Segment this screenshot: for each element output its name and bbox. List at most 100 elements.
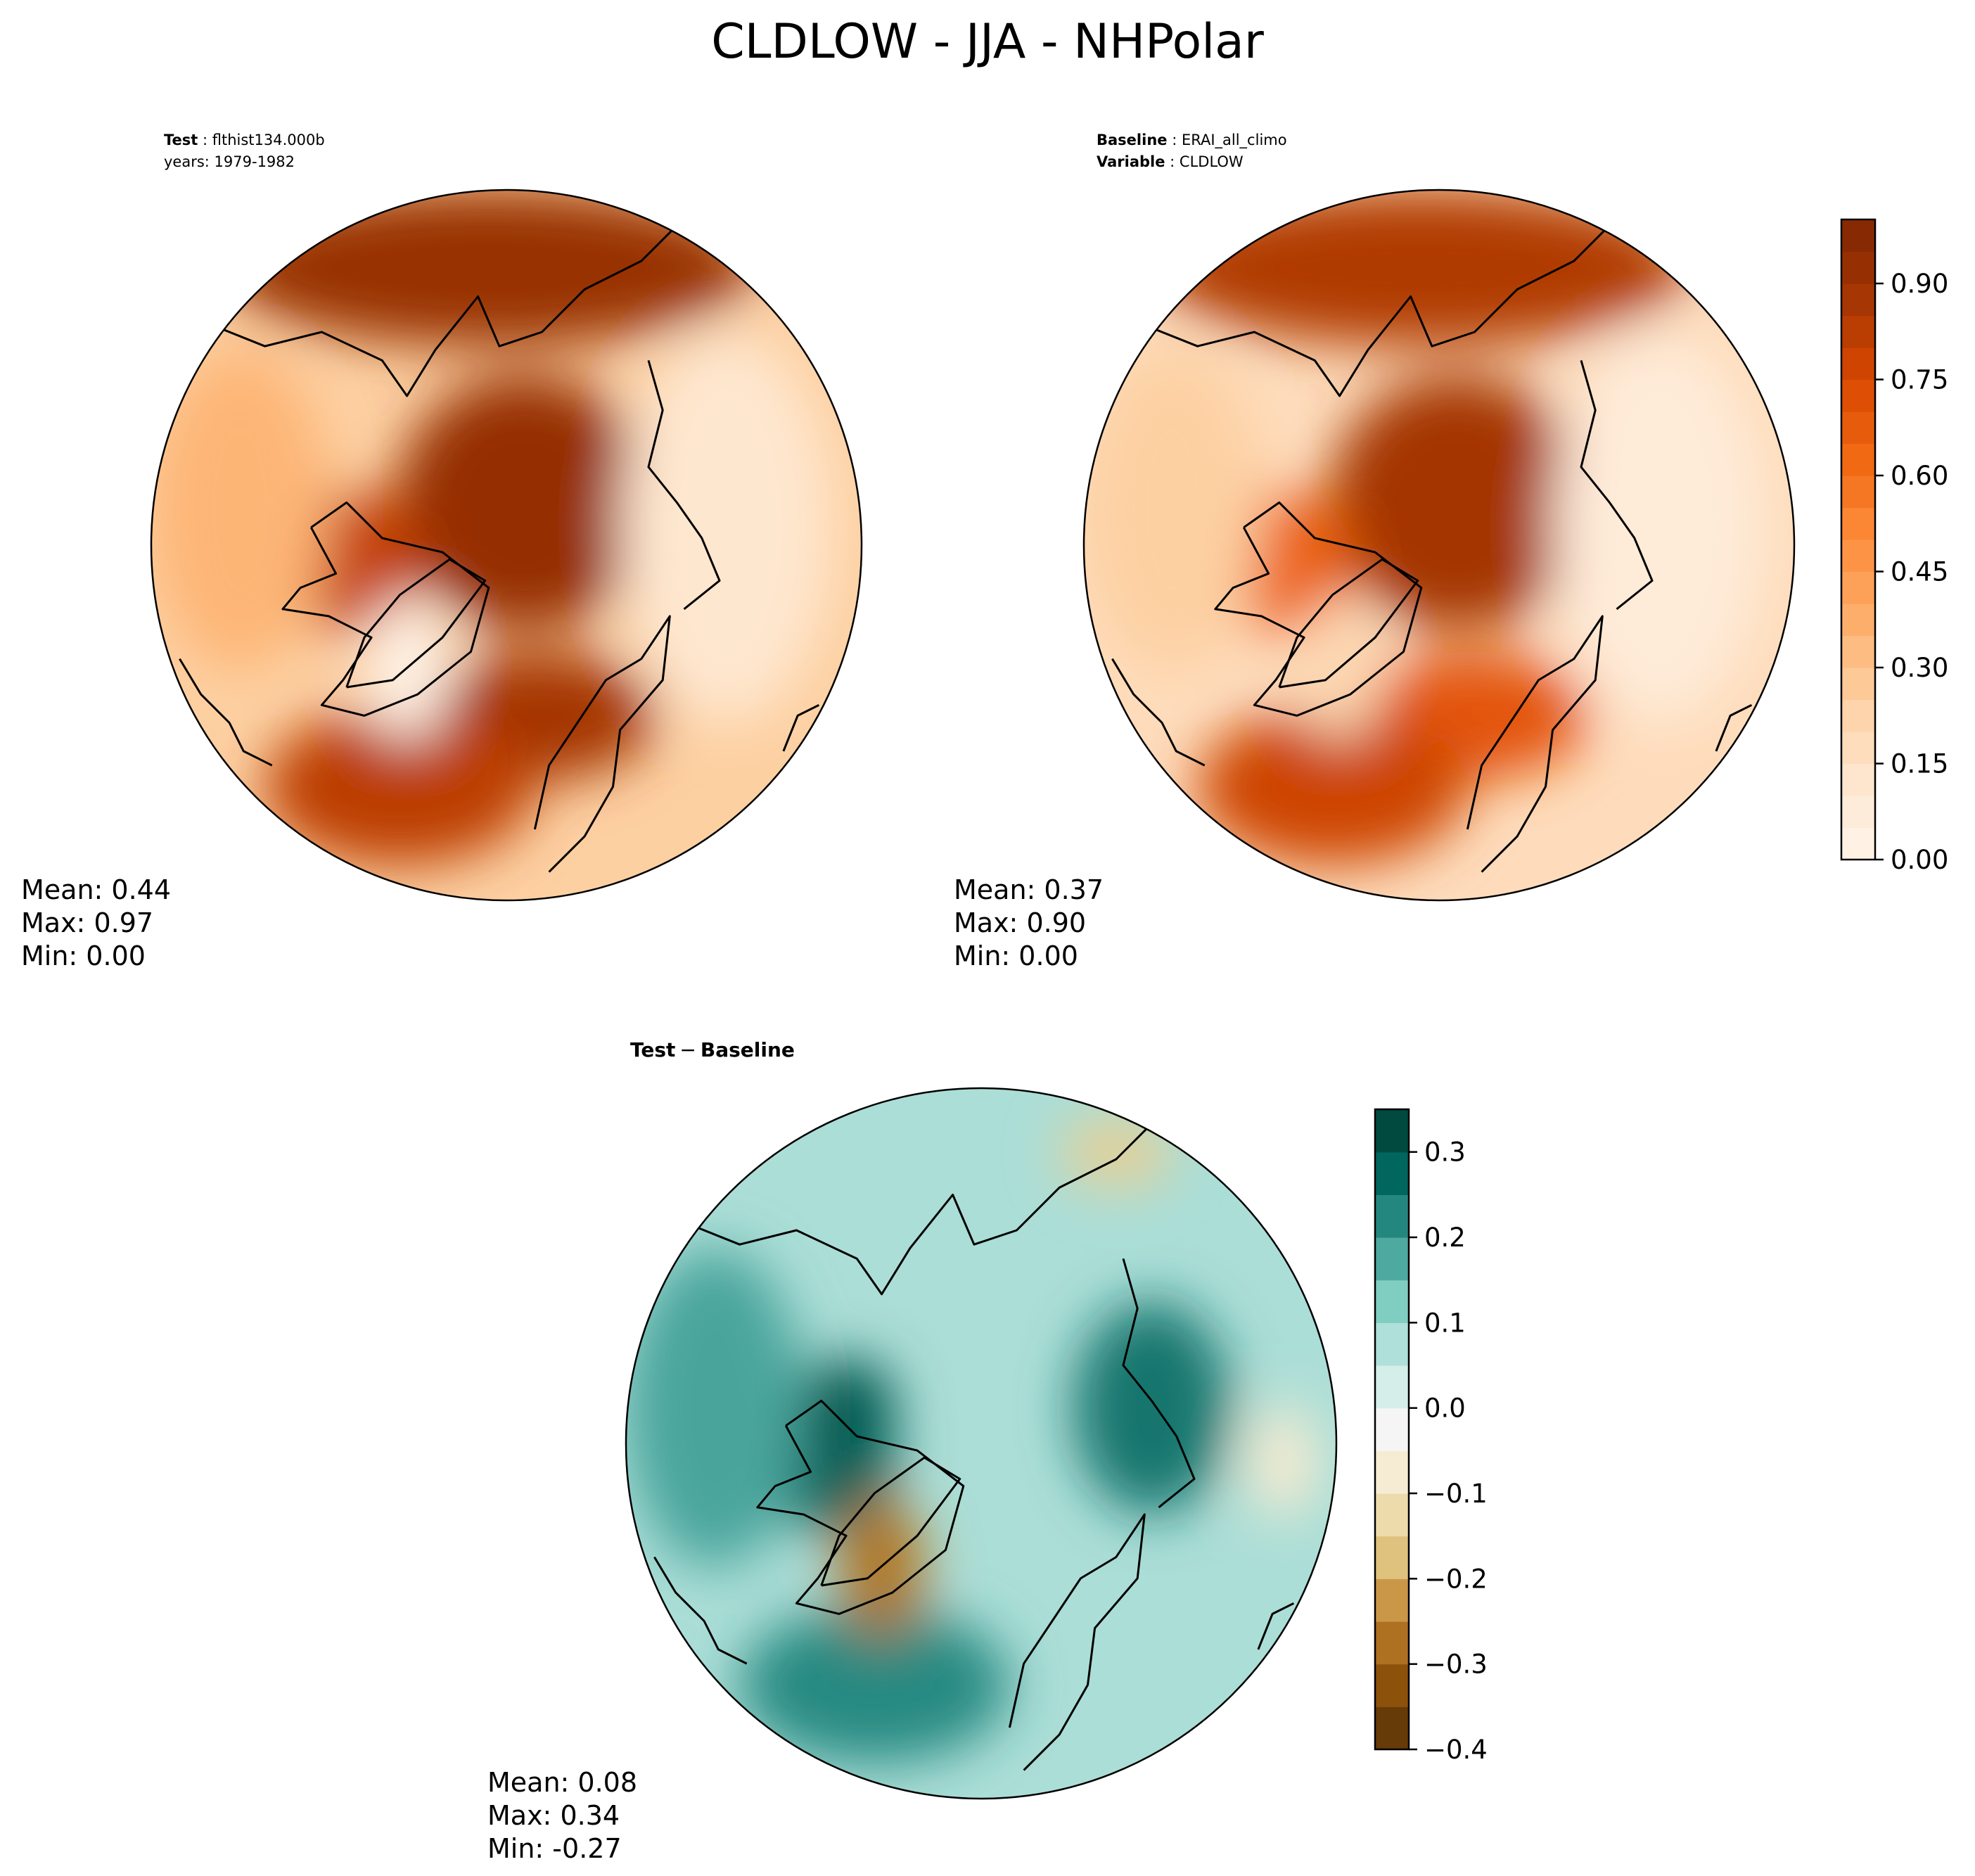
test-panel-header-line-1: Test : flthist134.000b xyxy=(164,132,325,148)
colorbar-tick-label: 0.1 xyxy=(1424,1308,1466,1338)
coastline-4 xyxy=(1122,1258,1196,1509)
field-region-north-atlantic xyxy=(739,1607,1010,1763)
baseline-header-colon: : xyxy=(1168,132,1182,148)
difference-map-field xyxy=(626,1116,1319,1763)
coastline-5 xyxy=(653,1556,748,1665)
field-region-siberia xyxy=(1552,332,1766,723)
field-region-arctic-ocean xyxy=(396,374,653,631)
difference-map-coastlines xyxy=(653,1116,1295,1771)
field-region-north-america xyxy=(626,1248,804,1568)
test-panel-header-line-2: years: 1979-1982 xyxy=(164,153,295,170)
colorbar-segment xyxy=(1841,668,1875,701)
baseline-panel-header-line-2: Variable : CLDLOW xyxy=(1097,153,1244,170)
coastline-0 xyxy=(1144,217,1618,397)
difference-stat-max: Max: 0.34 xyxy=(487,1800,620,1831)
coastline-2 xyxy=(820,1456,961,1587)
colorbar-segment xyxy=(1841,827,1875,860)
coastline-0 xyxy=(211,217,685,397)
coastline-4 xyxy=(1580,359,1654,611)
coastline-3 xyxy=(1008,1513,1146,1771)
coastline-4 xyxy=(647,359,721,611)
colorbar-segment xyxy=(1375,1408,1409,1451)
variable-header-label: Variable xyxy=(1097,153,1165,170)
colorbar-segment xyxy=(1841,571,1875,604)
colorbar-segment xyxy=(1841,283,1875,317)
colorbar-segment xyxy=(1841,507,1875,540)
test-header-colon: : xyxy=(198,132,212,148)
difference-panel: Test − Baseline −0.4 −0.3 −0.2 −0.1 0.0 0.1 0.2 0… xyxy=(487,1038,1488,1864)
difference-panel-header: Test − Baseline xyxy=(630,1038,795,1061)
field-region-canadian-archipelago xyxy=(796,1358,896,1458)
colorbar-tick-label: −0.2 xyxy=(1424,1564,1488,1594)
difference-map xyxy=(625,1087,1338,1800)
coastline-6 xyxy=(1257,1602,1295,1650)
colorbar-segment xyxy=(1375,1706,1409,1750)
colorbar-tick-label: 0.0 xyxy=(1424,1393,1466,1424)
colorbar-segment xyxy=(1841,443,1875,476)
colorbar-tick-label: −0.1 xyxy=(1424,1479,1488,1509)
coastline-0 xyxy=(686,1116,1160,1296)
baseline-stat-max: Max: 0.90 xyxy=(954,907,1086,938)
test-stat-min: Min: 0.00 xyxy=(21,940,146,971)
colorbar-tick-label: 0.75 xyxy=(1891,365,1948,395)
colorbar-segment xyxy=(1375,1322,1409,1366)
test-map xyxy=(150,189,863,902)
colorbar-tick-label: 0.60 xyxy=(1891,461,1948,491)
coastline-5 xyxy=(179,658,273,767)
figure-title: CLDLOW - JJA - NHPolar xyxy=(711,14,1264,70)
coastline-6 xyxy=(782,703,820,752)
test-stat-mean: Mean: 0.44 xyxy=(21,874,171,905)
colorbar-segment xyxy=(1841,379,1875,412)
coastline-2 xyxy=(1278,558,1419,689)
field-region-arctic-ocean xyxy=(1329,374,1585,631)
colorbar-segment xyxy=(1375,1621,1409,1665)
baseline-stat-min: Min: 0.00 xyxy=(954,940,1078,971)
cloud-fraction-colorbar: 0.00 0.15 0.30 0.45 0.60 0.75 0.90 xyxy=(1840,218,1948,875)
coastline-2 xyxy=(345,558,487,689)
colorbar-segment xyxy=(1841,763,1875,796)
difference-map-boundary xyxy=(625,1087,1338,1800)
test-panel: Test : flthist134.000b years: 1979-1982 … xyxy=(21,132,863,971)
variable-header-colon: : xyxy=(1165,153,1179,170)
colorbar-segment xyxy=(1375,1536,1409,1579)
baseline-panel-header-line-1: Baseline : ERAI_all_climo xyxy=(1097,132,1287,149)
colorbar-segment xyxy=(1375,1237,1409,1281)
colorbar-segment xyxy=(1375,1493,1409,1537)
coastline-6 xyxy=(1715,703,1753,752)
colorbar-segment xyxy=(1841,411,1875,445)
coastline-1 xyxy=(756,1399,965,1615)
colorbar-segment xyxy=(1375,1664,1409,1707)
difference-header-baseline: Baseline xyxy=(701,1038,795,1061)
colorbar-segment xyxy=(1841,732,1875,765)
field-region-siberia xyxy=(620,332,833,723)
test-map-boundary xyxy=(150,189,863,902)
difference-stat-mean: Mean: 0.08 xyxy=(487,1767,637,1798)
test-map-coastlines xyxy=(179,217,820,873)
field-region-north-pacific xyxy=(222,190,755,347)
baseline-header-label: Baseline xyxy=(1097,132,1168,148)
field-region-north-atlantic xyxy=(264,708,535,865)
colorbar-segment xyxy=(1375,1109,1409,1153)
colorbar-segment xyxy=(1841,476,1875,509)
baseline-map xyxy=(1082,189,1796,902)
test-header-value: flthist134.000b xyxy=(212,132,325,148)
field-region-east-siberia xyxy=(1073,1301,1230,1514)
baseline-panel: Baseline : ERAI_all_climo Variable : CLD… xyxy=(954,132,1948,971)
colorbar-tick-label: −0.3 xyxy=(1424,1650,1488,1680)
colorbar-tick-label: −0.4 xyxy=(1424,1735,1488,1765)
colorbar-segment xyxy=(1375,1151,1409,1195)
field-region-north-atlantic xyxy=(1197,708,1468,865)
colorbar-segment xyxy=(1841,796,1875,829)
test-stat-max: Max: 0.97 xyxy=(21,907,153,938)
colorbar-segment xyxy=(1375,1365,1409,1409)
colorbar-tick-label: 0.3 xyxy=(1424,1137,1466,1168)
field-region-kamchatka xyxy=(1059,1116,1173,1188)
baseline-header-value: ERAI_all_climo xyxy=(1182,132,1287,149)
colorbar-segment xyxy=(1841,251,1875,284)
colorbar-frame xyxy=(1374,1108,1410,1751)
colorbar-tick-label: 0.00 xyxy=(1891,845,1948,875)
variable-header-value: CLDLOW xyxy=(1180,153,1244,170)
colorbar-segment xyxy=(1375,1194,1409,1238)
coastline-1 xyxy=(1214,501,1423,717)
